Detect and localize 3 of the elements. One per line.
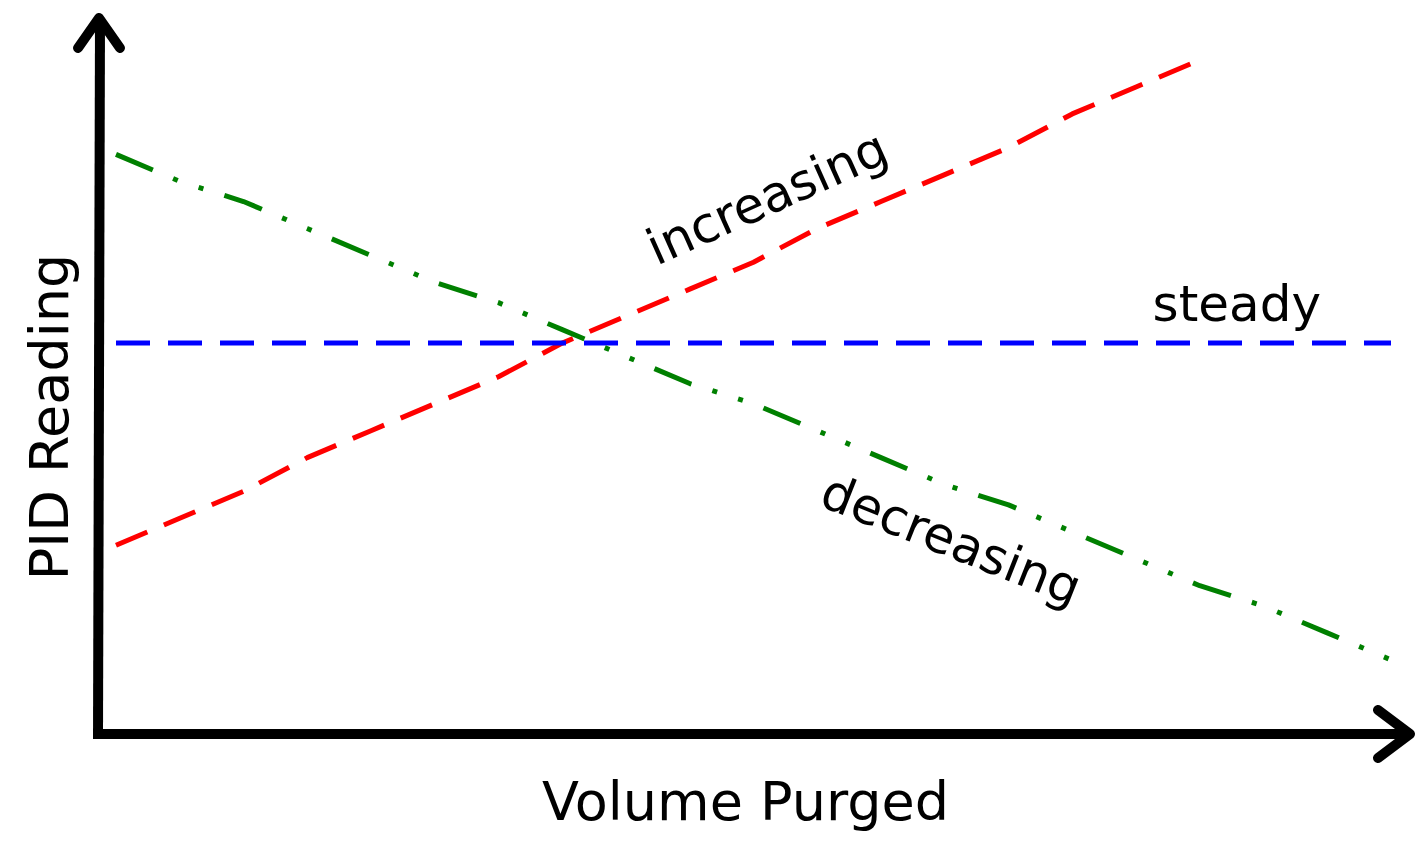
x-axis-title: Volume Purged bbox=[542, 770, 949, 833]
y-axis-title: PID Reading bbox=[18, 253, 81, 581]
series-label: steady bbox=[1152, 275, 1321, 334]
